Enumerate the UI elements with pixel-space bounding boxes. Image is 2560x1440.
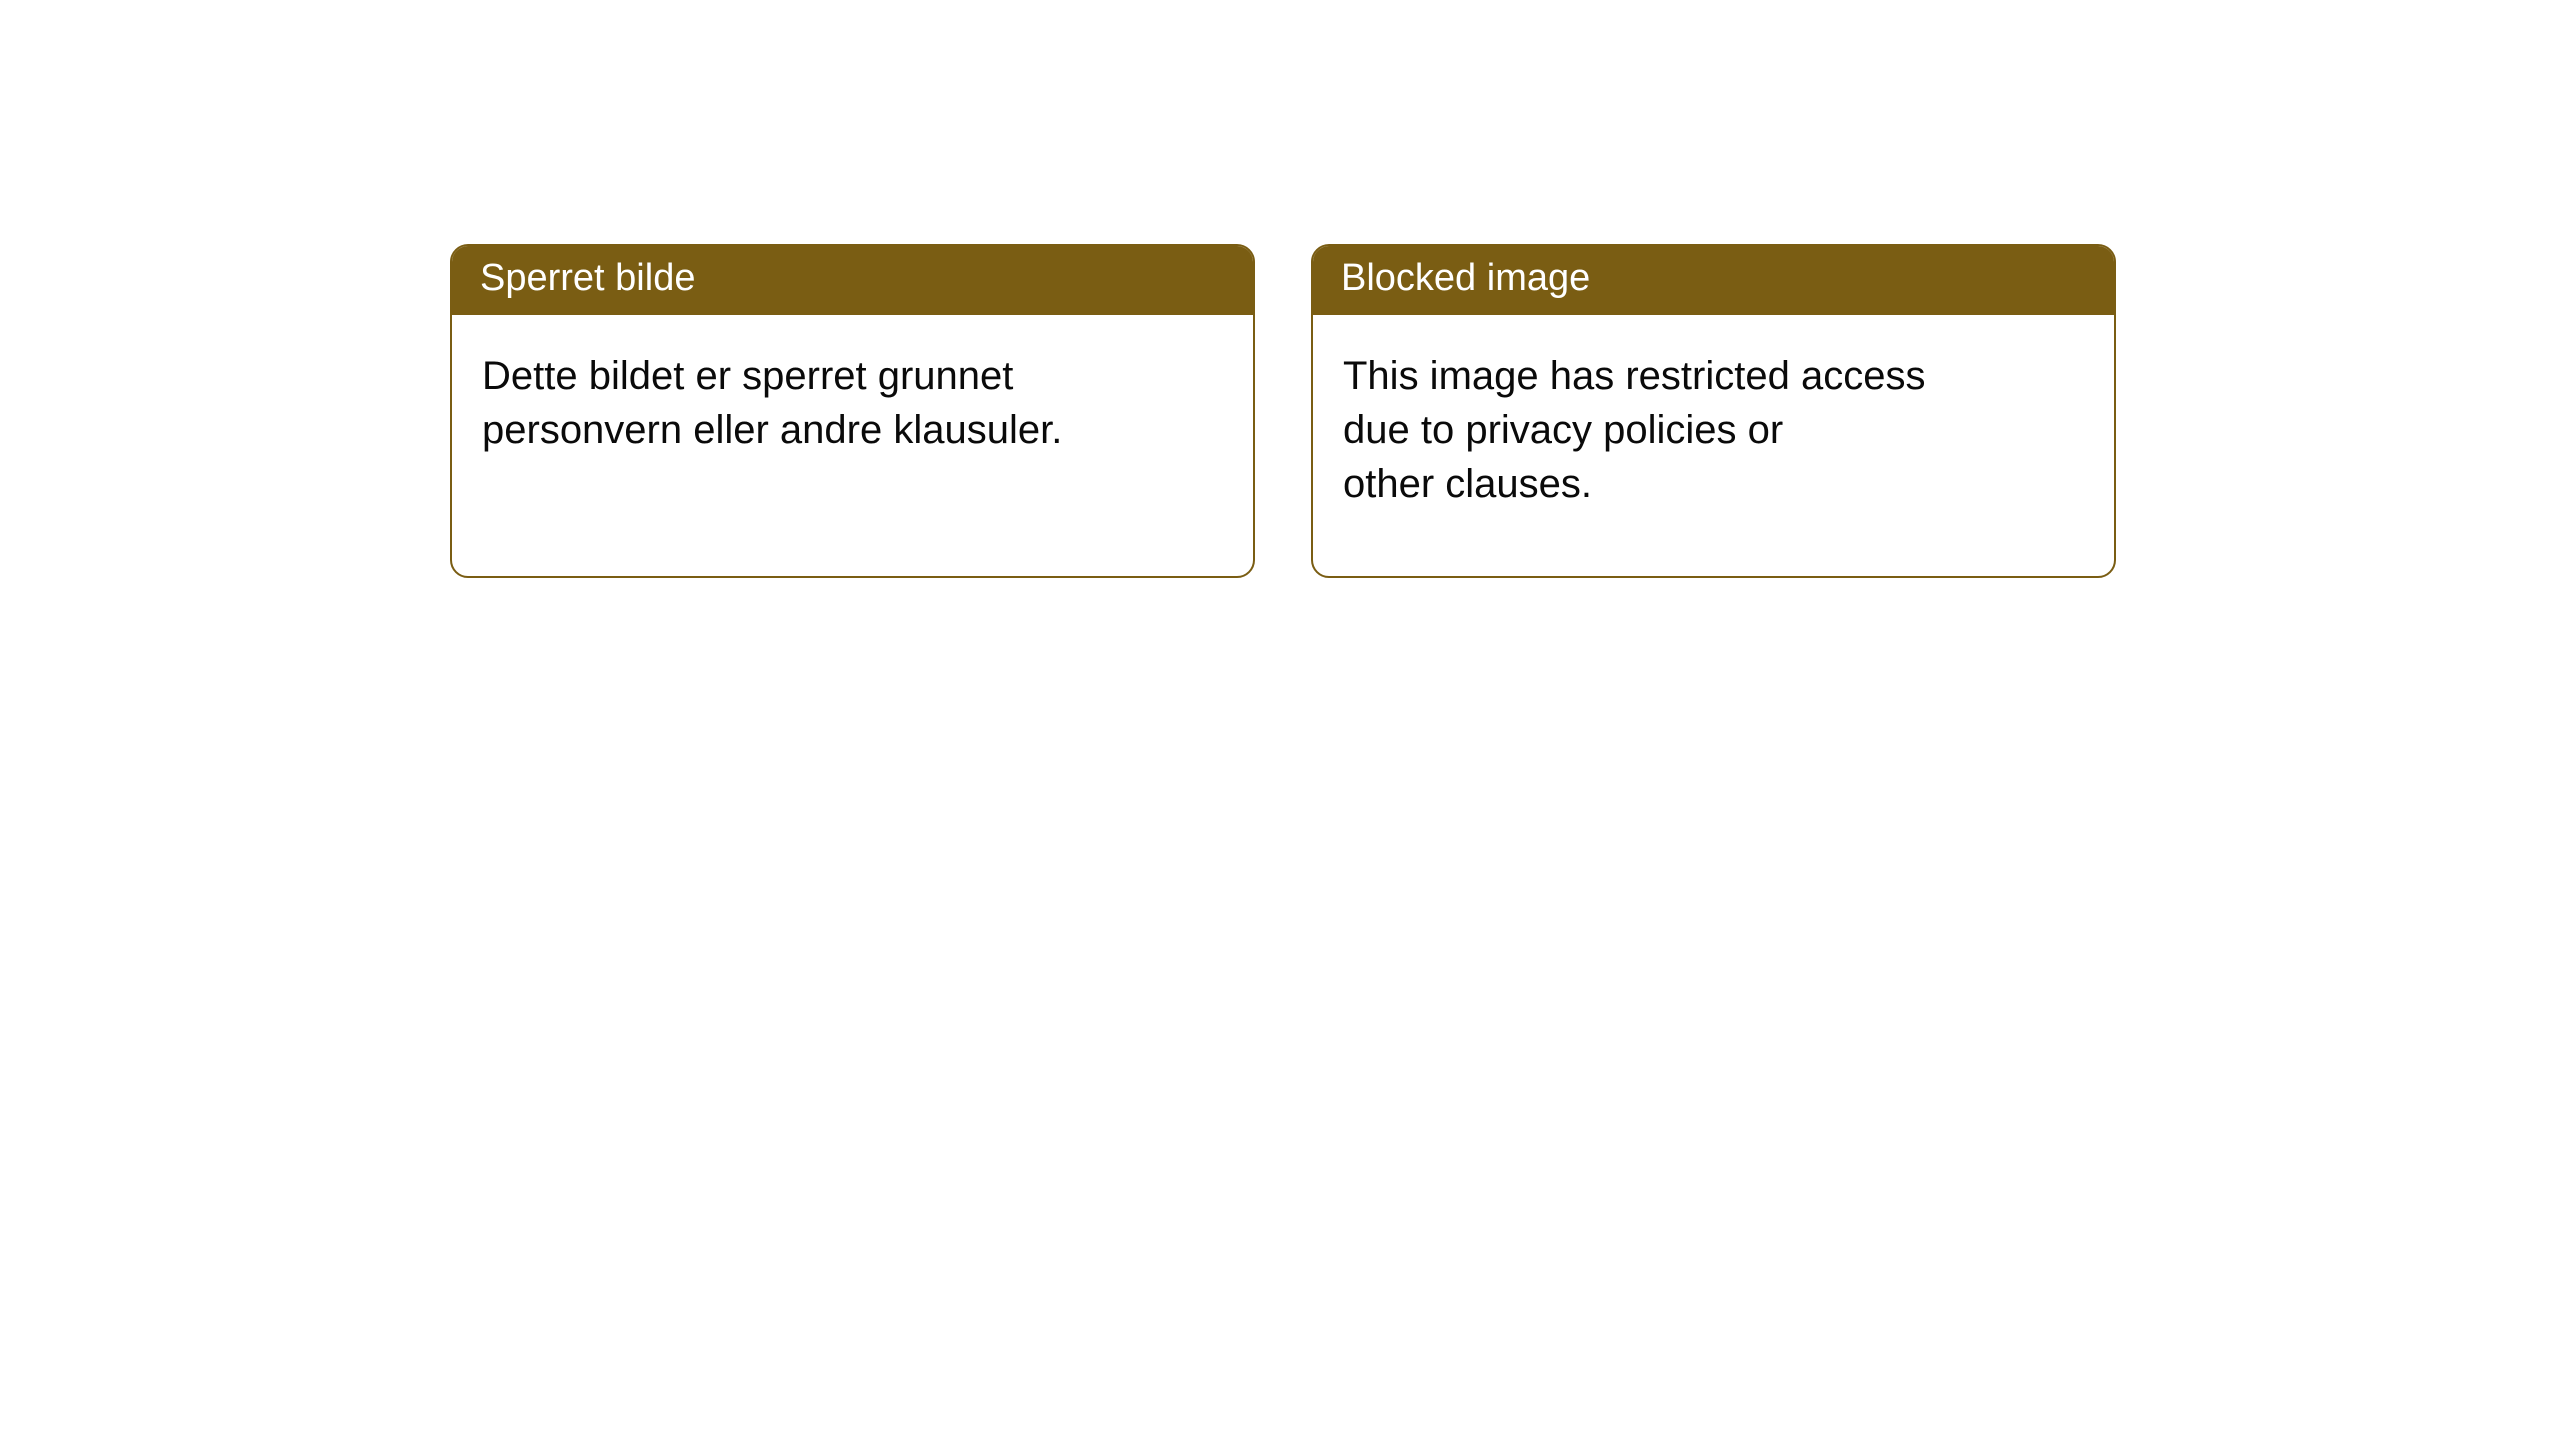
notice-title-no: Sperret bilde bbox=[452, 246, 1253, 315]
notice-body-line: other clauses. bbox=[1343, 457, 2084, 511]
page-canvas: Sperret bilde Dette bildet er sperret gr… bbox=[0, 0, 2560, 1440]
notice-body-en: This image has restricted access due to … bbox=[1313, 315, 2114, 541]
blocked-image-notice-en: Blocked image This image has restricted … bbox=[1311, 244, 2116, 578]
notice-cards-row: Sperret bilde Dette bildet er sperret gr… bbox=[450, 244, 2116, 578]
notice-body-line: This image has restricted access bbox=[1343, 349, 2084, 403]
notice-body-line: personvern eller andre klausuler. bbox=[482, 403, 1223, 457]
notice-title-en: Blocked image bbox=[1313, 246, 2114, 315]
notice-body-line: Dette bildet er sperret grunnet bbox=[482, 349, 1223, 403]
blocked-image-notice-no: Sperret bilde Dette bildet er sperret gr… bbox=[450, 244, 1255, 578]
notice-body-line: due to privacy policies or bbox=[1343, 403, 2084, 457]
notice-body-no: Dette bildet er sperret grunnet personve… bbox=[452, 315, 1253, 487]
